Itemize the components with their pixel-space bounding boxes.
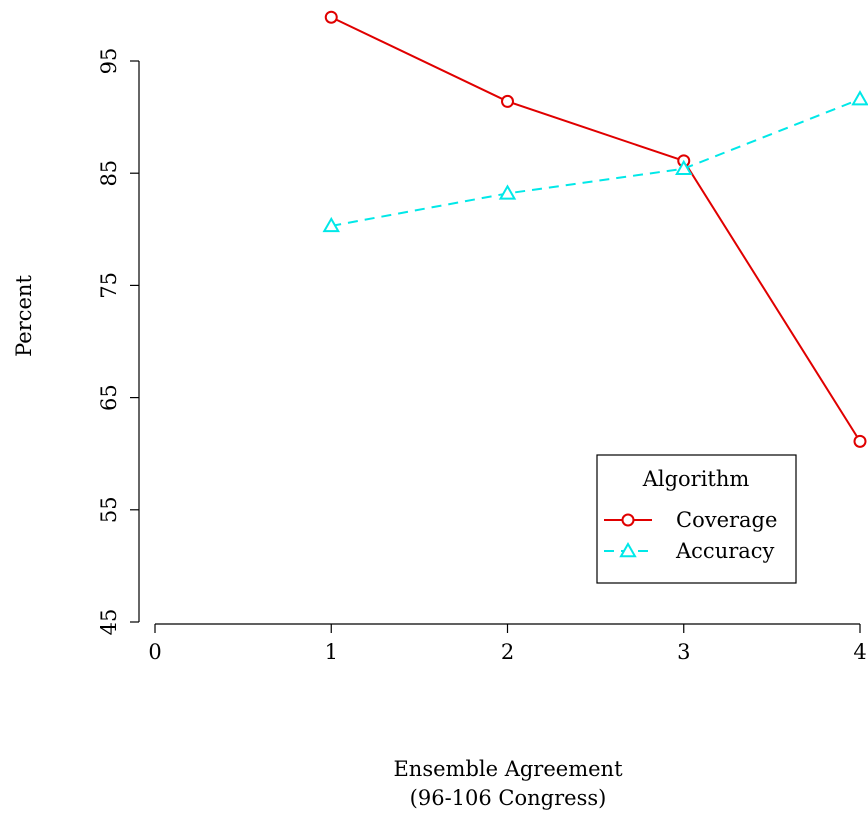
x-tick-label: 2 xyxy=(501,640,514,664)
data-point xyxy=(501,94,514,108)
legend-items: Coverage Accuracy xyxy=(604,508,777,563)
data-point xyxy=(498,184,517,200)
x-axis-sublabel: (96-106 Congress) xyxy=(410,786,607,810)
series-coverage xyxy=(324,10,867,448)
data-point xyxy=(853,434,867,448)
y-axis-label: Percent xyxy=(12,275,36,357)
x-tick-label: 3 xyxy=(677,640,690,664)
y-axis-ticks: 45 55 65 75 85 95 xyxy=(97,48,139,636)
series-accuracy xyxy=(322,90,868,233)
data-point xyxy=(675,159,693,175)
series-line xyxy=(330,16,861,442)
legend-label: Accuracy xyxy=(675,539,775,563)
x-tick-label: 0 xyxy=(148,640,161,664)
y-tick-label: 65 xyxy=(97,384,121,411)
x-axis-label: Ensemble Agreement xyxy=(393,757,623,781)
x-tick-label: 1 xyxy=(325,640,338,664)
data-point xyxy=(851,90,868,106)
legend-item: Accuracy xyxy=(604,539,775,563)
legend-title: Algorithm xyxy=(642,467,750,491)
legend-marker xyxy=(621,513,635,527)
data-point xyxy=(324,10,338,24)
legend-marker xyxy=(619,541,637,558)
series-layer xyxy=(322,10,868,448)
y-tick-label: 95 xyxy=(97,48,121,75)
series-line xyxy=(331,98,861,227)
x-tick-label: 4 xyxy=(853,640,866,664)
y-tick-label: 45 xyxy=(97,609,121,636)
legend-label: Coverage xyxy=(676,508,777,532)
legend-item: Coverage xyxy=(604,508,777,532)
y-tick-label: 55 xyxy=(97,496,121,523)
y-tick-label: 75 xyxy=(97,272,121,299)
y-tick-label: 85 xyxy=(97,160,121,187)
axes: 0 1 2 3 4 45 55 65 75 85 95 xyxy=(97,48,867,664)
legend: Algorithm Coverage Accuracy xyxy=(596,454,797,584)
data-point xyxy=(322,216,340,233)
x-axis-ticks: 0 1 2 3 4 xyxy=(148,624,867,664)
